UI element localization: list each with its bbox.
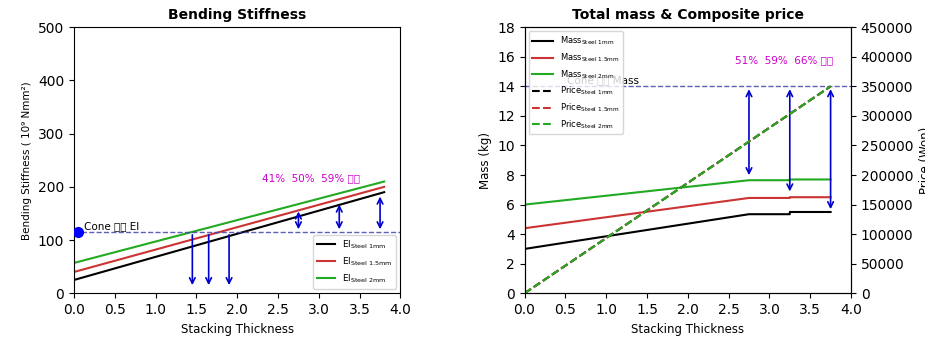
X-axis label: Stacking Thickness: Stacking Thickness bbox=[180, 323, 294, 336]
Y-axis label: Price (Won): Price (Won) bbox=[919, 127, 925, 194]
Text: 41%  50%  59% 증가: 41% 50% 59% 증가 bbox=[262, 174, 360, 183]
Y-axis label: Mass (kg): Mass (kg) bbox=[478, 132, 491, 189]
Text: 51%  59%  66% 감소: 51% 59% 66% 감소 bbox=[735, 55, 833, 65]
Title: Bending Stiffness: Bending Stiffness bbox=[168, 8, 306, 22]
Legend: EI$_{\mathregular{Steel\ 1mm}}$, EI$_{\mathregular{Steel\ 1.5mm}}$, EI$_{\mathre: EI$_{\mathregular{Steel\ 1mm}}$, EI$_{\m… bbox=[314, 235, 396, 289]
Legend: Mass$_{\mathregular{Steel\ 1mm}}$, Mass$_{\mathregular{Steel\ 1.5mm}}$, Mass$_{\: Mass$_{\mathregular{Steel\ 1mm}}$, Mass$… bbox=[529, 31, 623, 134]
Y-axis label: Bending Stiffness ( 10⁹ Nmm²): Bending Stiffness ( 10⁹ Nmm²) bbox=[22, 81, 32, 240]
Text: Cone 기본 EI: Cone 기본 EI bbox=[84, 221, 139, 231]
Title: Total mass & Composite price: Total mass & Composite price bbox=[572, 8, 804, 22]
Text: Cone 기본 Mass: Cone 기본 Mass bbox=[567, 75, 639, 85]
X-axis label: Stacking Thickness: Stacking Thickness bbox=[631, 323, 745, 336]
